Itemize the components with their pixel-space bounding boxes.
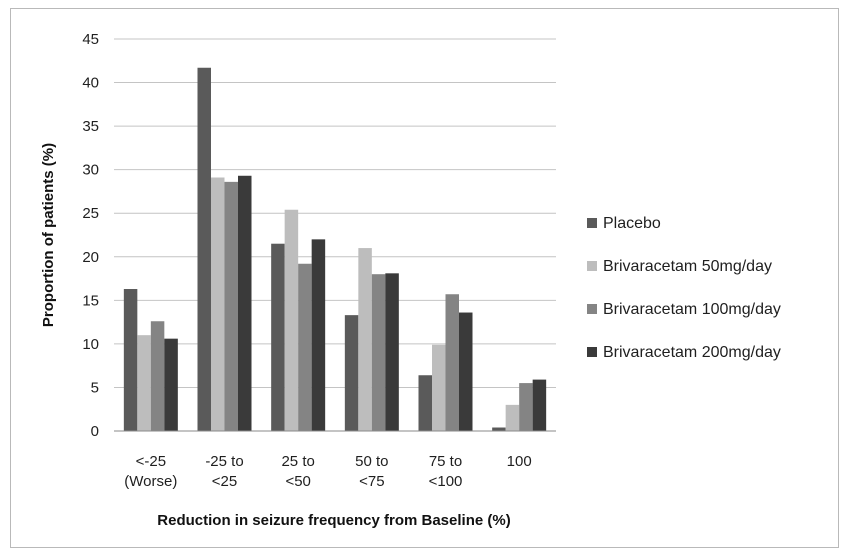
bar [418, 375, 432, 431]
bar [298, 263, 312, 431]
bar [123, 289, 138, 431]
bar-chart: 0 5 10 15 20 25 30 35 40 45 <-25 (Worse) -25 to <25 2… [40, 31, 781, 529]
legend-swatch [587, 304, 597, 314]
legend-swatch [587, 347, 597, 357]
bar [371, 274, 386, 431]
legend: Placebo Brivaracetam 50mg/day Brivaracetam… [587, 215, 781, 361]
x-category-label: (Worse) [124, 473, 177, 490]
bar [459, 312, 473, 431]
bar [197, 67, 211, 431]
x-category-label: <-25 [136, 453, 166, 470]
legend-label: Brivaracetam 50mg/day [603, 258, 772, 275]
y-tick-label: 0 [91, 423, 99, 440]
y-tick-label: 15 [82, 292, 99, 309]
x-axis-categories: <-25 (Worse) -25 to <25 25 to <50 50 to <75 75 t… [124, 453, 531, 490]
y-tick-label: 10 [82, 336, 99, 353]
legend-swatch [587, 261, 597, 271]
bar [238, 175, 252, 431]
bar [164, 338, 178, 431]
bar [445, 294, 459, 431]
x-category-label: 25 to [281, 453, 314, 470]
bar [311, 239, 326, 431]
y-tick-label: 5 [91, 379, 99, 396]
x-category-label: <100 [429, 473, 463, 490]
y-axis-title: Proportion of patients (%) [40, 143, 57, 327]
bar [344, 315, 359, 431]
y-tick-label: 45 [82, 31, 99, 48]
y-tick-label: 35 [82, 118, 99, 135]
y-tick-label: 30 [82, 162, 99, 179]
x-category-label: -25 to [205, 453, 243, 470]
bar [519, 383, 533, 431]
x-category-label: <75 [359, 473, 384, 490]
bar [211, 177, 225, 431]
bar [271, 243, 285, 431]
bar [358, 248, 372, 431]
gridlines [114, 38, 556, 388]
legend-label: Brivaracetam 100mg/day [603, 301, 781, 318]
bar [137, 335, 151, 431]
legend-swatch [587, 218, 597, 228]
x-category-label: 100 [507, 453, 532, 470]
bar [492, 427, 506, 431]
bar [150, 321, 165, 431]
x-category-label: 50 to [355, 453, 388, 470]
x-category-label: 75 to [429, 453, 462, 470]
y-tick-label: 20 [82, 249, 99, 266]
x-category-label: <50 [285, 473, 310, 490]
legend-label: Brivaracetam 200mg/day [603, 344, 781, 361]
x-category-label: <25 [212, 473, 237, 490]
chart-frame: 0 5 10 15 20 25 30 35 40 45 <-25 (Worse) -25 to <25 2… [10, 8, 839, 548]
x-axis-title: Reduction in seizure frequency from Base… [157, 512, 510, 529]
bar [532, 379, 547, 431]
bar [284, 209, 299, 431]
bars [123, 67, 547, 431]
y-tick-label: 40 [82, 75, 99, 92]
bar [432, 344, 446, 431]
bar [385, 273, 399, 431]
y-tick-label: 25 [82, 205, 99, 222]
legend-label: Placebo [603, 215, 661, 232]
y-axis-ticks: 0 5 10 15 20 25 30 35 40 45 [82, 31, 99, 440]
bar [505, 404, 520, 431]
bar [224, 181, 238, 431]
